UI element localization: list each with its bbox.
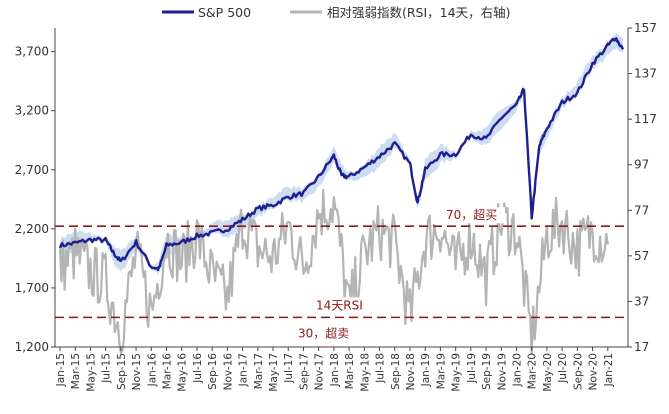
x-tick-label: Jul-15 xyxy=(101,353,113,384)
x-tick-label: Jan-16 xyxy=(146,353,158,388)
y-left-tick-label: 1,700 xyxy=(15,281,49,295)
x-tick-label: Jul-16 xyxy=(192,353,204,384)
x-tick-label: Jan-21 xyxy=(603,353,615,387)
y-right-tick-label: 37 xyxy=(634,294,649,308)
y-left-tick-label: 3,200 xyxy=(15,104,49,118)
y-right-tick-label: 157 xyxy=(634,21,657,35)
x-tick-label: Jul-17 xyxy=(283,353,295,384)
reference-label-70: 70，超买 xyxy=(446,207,497,222)
x-tick-label: May-16 xyxy=(177,353,189,392)
y-right-tick-label: 57 xyxy=(634,249,649,263)
x-tick-label: Mar-17 xyxy=(253,353,265,389)
x-tick-label: Sep-20 xyxy=(572,353,584,390)
legend: S&P 500 相对强弱指数(RSI，14天，右轴) xyxy=(162,5,510,20)
x-tick-label: Jan-15 xyxy=(55,353,67,387)
x-tick-label: May-17 xyxy=(268,353,280,392)
x-tick-label: Nov-19 xyxy=(496,353,508,390)
x-tick-label: Nov-18 xyxy=(405,353,417,390)
x-tick-label: Sep-19 xyxy=(481,353,493,390)
y-left-tick-label: 2,700 xyxy=(15,163,49,177)
x-tick-label: Sep-18 xyxy=(390,353,402,390)
y-right-tick-label: 97 xyxy=(634,158,649,172)
y-left-tick-label: 2,200 xyxy=(15,222,49,236)
x-tick-label: Sep-17 xyxy=(299,353,311,390)
x-tick-label: Nov-15 xyxy=(131,353,143,390)
x-tick-label: Jan-19 xyxy=(420,353,432,387)
x-tick-label: Sep-15 xyxy=(116,353,128,390)
x-tick-label: Jul-20 xyxy=(557,353,569,384)
x-tick-label: May-18 xyxy=(359,353,371,392)
y-right-tick-label: 137 xyxy=(634,67,657,81)
x-tick-label: Mar-15 xyxy=(70,353,82,389)
x-tick-label: Nov-17 xyxy=(314,353,326,390)
rsi-annotation: 14天RSI xyxy=(316,298,363,312)
x-tick-label: Mar-19 xyxy=(435,353,447,389)
y-right-tick-label: 77 xyxy=(634,203,649,217)
legend-label-sp500: S&P 500 xyxy=(198,5,251,20)
x-tick-label: May-20 xyxy=(542,353,554,392)
x-tick-label: Jan-18 xyxy=(329,353,341,387)
y-right-tick-label: 117 xyxy=(634,112,657,126)
legend-label-rsi: 相对强弱指数(RSI，14天，右轴) xyxy=(327,5,510,20)
x-tick-label: Jan-20 xyxy=(512,353,524,387)
y-left-tick-label: 1,200 xyxy=(15,340,49,354)
y-left-tick-label: 3,700 xyxy=(15,45,49,59)
x-tick-label: Jan-17 xyxy=(238,353,250,387)
x-tick-label: Nov-20 xyxy=(588,353,600,390)
x-tick-label: Mar-16 xyxy=(162,353,174,390)
x-tick-label: Mar-18 xyxy=(344,353,356,389)
x-tick-label: May-19 xyxy=(451,353,463,392)
x-tick-label: Nov-16 xyxy=(222,353,234,391)
y-right-tick-label: 17 xyxy=(634,340,649,354)
x-tick-label: May-15 xyxy=(85,353,97,392)
x-tick-label: Jul-19 xyxy=(466,353,478,384)
x-tick-label: Jul-18 xyxy=(375,353,387,384)
x-tick-label: Sep-16 xyxy=(207,353,219,390)
x-tick-label: Mar-20 xyxy=(527,353,539,389)
reference-label-30: 30，超卖 xyxy=(298,325,349,340)
